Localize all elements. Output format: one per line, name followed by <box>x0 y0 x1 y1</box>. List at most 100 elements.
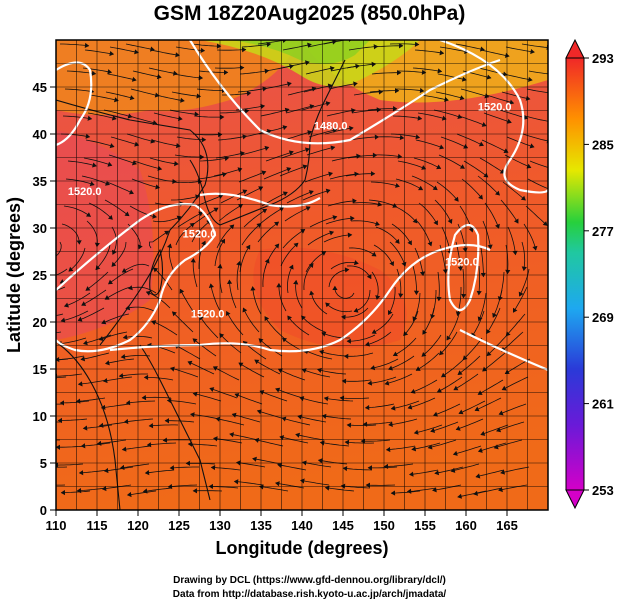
streamline-arrowhead <box>142 488 148 494</box>
streamline <box>62 115 92 120</box>
streamline-arrowhead <box>152 213 157 219</box>
streamline-arrowhead <box>201 137 207 143</box>
streamline-arrowhead <box>164 230 170 236</box>
contour-label-group: 1480.0 1520.0 1520.0 1520.0 1520.0 1520.0 <box>68 102 512 321</box>
streamline-arrowhead <box>187 360 193 366</box>
streamline <box>459 205 473 233</box>
streamline-arrowhead <box>478 194 483 200</box>
streamline-arrowhead <box>121 267 127 273</box>
streamline <box>365 331 392 346</box>
streamline-arrowhead <box>121 446 127 452</box>
streamline <box>85 139 115 148</box>
streamline-arrowhead <box>427 241 433 247</box>
streamline-arrowhead <box>401 261 407 267</box>
streamline-arrowhead <box>107 161 113 167</box>
streamline-arrowhead <box>525 95 531 101</box>
streamline-arrowhead <box>486 74 492 80</box>
streamline <box>500 466 530 474</box>
streamline-arrowhead <box>520 195 526 201</box>
streamline <box>110 136 139 146</box>
y-tick-label: 5 <box>40 456 47 471</box>
streamline <box>263 167 291 180</box>
streamline <box>305 251 326 273</box>
streamline <box>56 268 68 276</box>
streamline <box>83 334 112 345</box>
streamline-arrowhead <box>264 145 270 151</box>
warm-region-central <box>253 247 407 348</box>
streamline-arrowhead <box>458 409 464 415</box>
streamline-arrowhead <box>176 143 181 149</box>
streamline-arrowhead <box>288 150 294 156</box>
streamline <box>220 189 247 204</box>
streamline <box>99 421 129 427</box>
streamline-arrowhead <box>329 65 335 71</box>
streamline <box>371 72 401 75</box>
streamline <box>232 413 261 423</box>
streamline-arrowhead <box>85 133 91 139</box>
streamline-arrowhead <box>413 429 419 435</box>
streamline-arrowhead <box>254 359 260 365</box>
streamline-arrowhead <box>131 76 137 82</box>
streamline-arrowhead <box>344 439 350 445</box>
streamline <box>170 466 199 469</box>
streamline <box>498 403 527 415</box>
streamline-arrowhead <box>439 144 445 150</box>
streamline-arrowhead <box>92 162 97 168</box>
streamline <box>455 43 485 51</box>
streamline <box>109 46 139 53</box>
streamline <box>216 49 246 51</box>
streamline-arrowhead <box>309 290 315 296</box>
streamline <box>125 306 155 312</box>
streamline-arrowhead <box>229 432 234 438</box>
streamline-arrowhead <box>81 301 87 306</box>
streamline <box>149 157 179 165</box>
streamline-arrowhead <box>498 410 504 416</box>
streamline <box>279 436 309 444</box>
streamline <box>391 223 412 245</box>
streamline <box>259 207 284 225</box>
streamline <box>372 154 402 158</box>
streamline-arrowhead <box>105 180 110 186</box>
streamline-arrowhead <box>77 316 83 322</box>
streamline <box>385 373 413 385</box>
streamline <box>297 415 327 423</box>
streamline <box>485 94 514 104</box>
y-axis: 0 5 10 15 20 25 30 35 40 45 <box>33 80 56 518</box>
streamline-arrowhead <box>212 366 218 371</box>
streamline-arrowhead <box>436 296 442 302</box>
streamline <box>101 403 131 409</box>
streamline-arrowhead <box>498 487 503 493</box>
streamline <box>84 49 114 55</box>
streamline-arrowhead <box>196 93 202 99</box>
streamline <box>300 480 330 486</box>
streamline <box>478 265 480 295</box>
streamline <box>343 467 373 471</box>
streamline <box>341 307 369 318</box>
streamline <box>105 358 135 364</box>
streamline-arrowhead <box>98 422 104 428</box>
streamline <box>345 173 375 177</box>
streamline <box>368 466 398 469</box>
streamline-arrowhead <box>125 305 131 311</box>
y-tick-label: 15 <box>33 362 47 377</box>
streamline <box>353 91 383 96</box>
streamline <box>286 190 314 204</box>
streamline-arrowhead <box>473 490 478 496</box>
streamline <box>421 334 442 357</box>
streamline-arrowhead <box>367 380 373 386</box>
streamline-arrowhead <box>129 189 134 195</box>
streamline-arrowhead <box>388 421 393 427</box>
streamline-arrowhead <box>152 120 158 126</box>
streamline-arrowhead <box>353 307 359 313</box>
streamline <box>371 271 379 300</box>
streamline <box>320 442 350 447</box>
coastline-china <box>56 99 209 346</box>
streamline <box>229 280 237 309</box>
streamline <box>191 43 221 47</box>
streamline <box>411 379 438 393</box>
streamline <box>321 332 350 339</box>
streamline-arrowhead <box>437 68 443 74</box>
contour-label: 1520.0 <box>445 257 479 269</box>
streamline-arrowhead <box>350 215 355 222</box>
streamline <box>81 442 111 447</box>
